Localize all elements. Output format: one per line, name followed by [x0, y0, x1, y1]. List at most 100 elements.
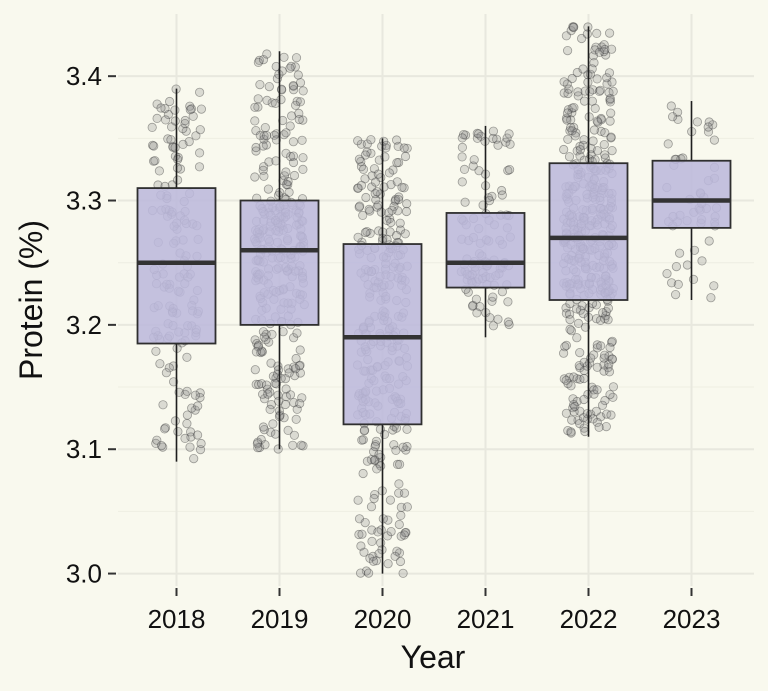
data-point [283, 425, 293, 435]
data-point [187, 403, 197, 413]
data-point [604, 28, 615, 38]
data-point [375, 424, 385, 434]
data-point [281, 148, 291, 158]
data-point [168, 361, 178, 371]
data-point [256, 379, 267, 389]
data-point [172, 163, 183, 173]
data-point [363, 568, 374, 578]
data-point [560, 342, 570, 352]
data-point [559, 77, 569, 87]
data-point [459, 164, 470, 174]
data-point [381, 143, 391, 153]
data-point [355, 201, 365, 211]
data-point [271, 379, 281, 389]
x-tick-label: 2019 [251, 604, 309, 634]
data-point [563, 105, 574, 115]
data-point [166, 135, 176, 145]
data-point [390, 551, 400, 561]
data-point [601, 421, 611, 432]
data-point [294, 114, 304, 125]
data-point [357, 529, 367, 539]
data-point [604, 359, 614, 369]
data-point [273, 190, 284, 200]
data-point [394, 548, 405, 558]
x-axis-title: Year [401, 639, 466, 675]
data-point [190, 405, 200, 415]
box-2018 [136, 88, 217, 462]
data-point [574, 360, 584, 371]
data-point [253, 102, 263, 112]
data-point [373, 527, 383, 537]
data-point [605, 342, 615, 353]
data-point [504, 165, 515, 175]
data-point [196, 438, 206, 449]
data-point [395, 225, 406, 235]
data-point [596, 341, 606, 351]
data-point [396, 531, 406, 541]
data-point [566, 123, 576, 133]
data-point [672, 107, 683, 117]
data-point [288, 85, 299, 95]
data-point [288, 333, 299, 343]
data-point [160, 104, 170, 114]
data-point [261, 380, 272, 390]
data-point [400, 528, 410, 538]
data-point [367, 536, 377, 547]
data-point [592, 28, 602, 39]
box-iqr [548, 162, 629, 301]
data-point [367, 525, 377, 535]
x-tick-label: 2021 [457, 604, 515, 634]
data-point [592, 343, 602, 353]
data-point [485, 313, 495, 323]
data-point [504, 319, 514, 330]
data-point [488, 321, 498, 331]
data-point [562, 79, 572, 89]
data-point [584, 358, 595, 368]
data-point [256, 434, 266, 445]
data-point [399, 488, 410, 498]
data-point [599, 366, 609, 376]
data-point [281, 384, 291, 394]
data-point [195, 392, 205, 403]
data-point [572, 333, 582, 343]
data-point [354, 514, 365, 524]
data-point [569, 122, 579, 133]
data-point [258, 162, 269, 172]
data-point [253, 94, 263, 104]
data-point [251, 347, 261, 357]
data-point [188, 111, 198, 121]
data-point [565, 314, 575, 325]
data-point [564, 309, 575, 319]
data-point [471, 294, 481, 304]
data-point [606, 132, 616, 142]
data-point [608, 382, 619, 392]
data-point [591, 406, 601, 416]
data-point [250, 116, 260, 126]
data-point [281, 128, 291, 138]
y-tick-label: 3.3 [66, 186, 102, 216]
data-point [250, 172, 260, 182]
data-point [258, 141, 268, 151]
data-point [353, 183, 363, 193]
data-point [594, 47, 605, 57]
data-point [604, 351, 614, 361]
data-point [288, 137, 298, 147]
data-point [370, 489, 380, 500]
data-point [600, 150, 610, 160]
data-point [709, 281, 719, 291]
data-point [369, 164, 379, 174]
data-point [566, 381, 576, 391]
data-point [575, 305, 586, 315]
data-point [468, 300, 478, 310]
data-point [600, 314, 610, 324]
data-point [602, 79, 612, 89]
data-point [266, 399, 276, 410]
data-point [283, 180, 293, 190]
data-point [561, 113, 572, 123]
data-point [373, 169, 383, 179]
data-point [402, 441, 412, 452]
data-point [195, 444, 206, 455]
data-point [257, 347, 267, 357]
data-point [376, 207, 386, 217]
data-point [384, 208, 394, 218]
